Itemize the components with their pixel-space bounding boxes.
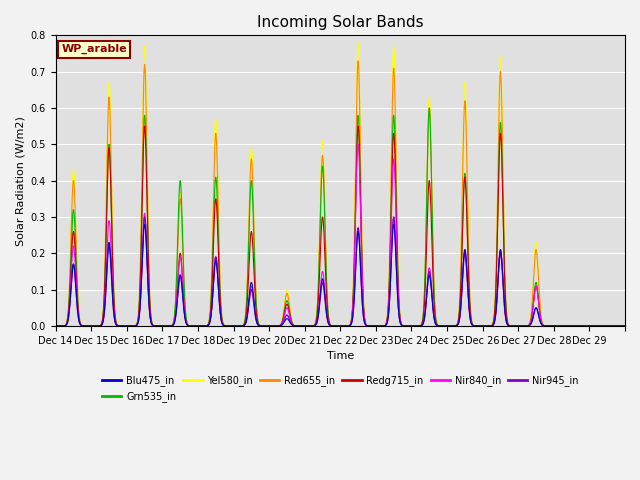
Title: Incoming Solar Bands: Incoming Solar Bands bbox=[257, 15, 424, 30]
Nir840_in bbox=[413, 323, 421, 329]
Blu475_in bbox=[464, 282, 472, 288]
Blu475_in bbox=[615, 323, 623, 329]
Blu475_in bbox=[500, 295, 508, 301]
Nir840_in bbox=[464, 282, 472, 288]
Legend: Blu475_in, Grn535_in, Yel580_in, Red655_in, Redg715_in, Nir840_in, Nir945_in: Blu475_in, Grn535_in, Yel580_in, Red655_… bbox=[98, 372, 582, 406]
Blu475_in bbox=[621, 323, 629, 329]
Y-axis label: Solar Radiation (W/m2): Solar Radiation (W/m2) bbox=[15, 116, 25, 246]
Nir945_in bbox=[141, 214, 148, 220]
Grn535_in bbox=[168, 322, 176, 328]
Nir840_in bbox=[500, 295, 508, 301]
Nir945_in bbox=[464, 284, 472, 290]
Yel580_in bbox=[168, 322, 176, 328]
Nir840_in bbox=[615, 323, 623, 329]
Redg715_in bbox=[534, 295, 542, 301]
Grn535_in bbox=[534, 293, 542, 299]
Nir840_in bbox=[52, 323, 60, 329]
Nir840_in bbox=[534, 295, 542, 301]
Red655_in bbox=[534, 270, 542, 276]
Nir945_in bbox=[413, 323, 421, 329]
Red655_in bbox=[354, 58, 362, 64]
Redg715_in bbox=[168, 323, 176, 328]
Text: WP_arable: WP_arable bbox=[61, 44, 127, 54]
Red655_in bbox=[413, 323, 421, 329]
Blu475_in bbox=[52, 323, 60, 329]
Blu475_in bbox=[534, 311, 542, 316]
Redg715_in bbox=[141, 123, 148, 129]
Red655_in bbox=[52, 323, 60, 329]
Line: Grn535_in: Grn535_in bbox=[56, 108, 625, 326]
Blu475_in bbox=[141, 221, 148, 227]
Redg715_in bbox=[413, 323, 421, 329]
X-axis label: Time: Time bbox=[326, 351, 354, 361]
Line: Red655_in: Red655_in bbox=[56, 61, 625, 326]
Yel580_in bbox=[52, 323, 60, 329]
Grn535_in bbox=[500, 248, 508, 254]
Red655_in bbox=[168, 322, 176, 328]
Yel580_in bbox=[413, 323, 421, 329]
Nir945_in bbox=[168, 323, 176, 328]
Yel580_in bbox=[500, 224, 508, 230]
Nir945_in bbox=[500, 296, 508, 302]
Yel580_in bbox=[354, 40, 362, 46]
Line: Nir945_in: Nir945_in bbox=[56, 217, 625, 326]
Grn535_in bbox=[52, 323, 60, 329]
Blu475_in bbox=[168, 323, 176, 328]
Grn535_in bbox=[621, 323, 629, 329]
Yel580_in bbox=[621, 323, 629, 329]
Grn535_in bbox=[464, 242, 472, 248]
Nir840_in bbox=[621, 323, 629, 329]
Nir840_in bbox=[168, 323, 176, 328]
Yel580_in bbox=[464, 193, 472, 199]
Nir945_in bbox=[52, 323, 60, 329]
Red655_in bbox=[464, 203, 472, 209]
Red655_in bbox=[615, 323, 623, 329]
Nir945_in bbox=[615, 323, 623, 329]
Line: Yel580_in: Yel580_in bbox=[56, 43, 625, 326]
Blu475_in bbox=[413, 323, 421, 329]
Yel580_in bbox=[615, 323, 623, 329]
Grn535_in bbox=[615, 323, 623, 329]
Redg715_in bbox=[615, 323, 623, 329]
Nir840_in bbox=[354, 142, 362, 147]
Grn535_in bbox=[413, 323, 421, 329]
Redg715_in bbox=[500, 252, 508, 258]
Red655_in bbox=[621, 323, 629, 329]
Line: Blu475_in: Blu475_in bbox=[56, 224, 625, 326]
Line: Nir840_in: Nir840_in bbox=[56, 144, 625, 326]
Grn535_in bbox=[426, 105, 433, 111]
Redg715_in bbox=[52, 323, 60, 329]
Red655_in bbox=[500, 229, 508, 235]
Nir945_in bbox=[621, 323, 629, 329]
Redg715_in bbox=[621, 323, 629, 329]
Nir945_in bbox=[534, 311, 542, 316]
Redg715_in bbox=[464, 244, 472, 250]
Yel580_in bbox=[534, 264, 542, 270]
Line: Redg715_in: Redg715_in bbox=[56, 126, 625, 326]
